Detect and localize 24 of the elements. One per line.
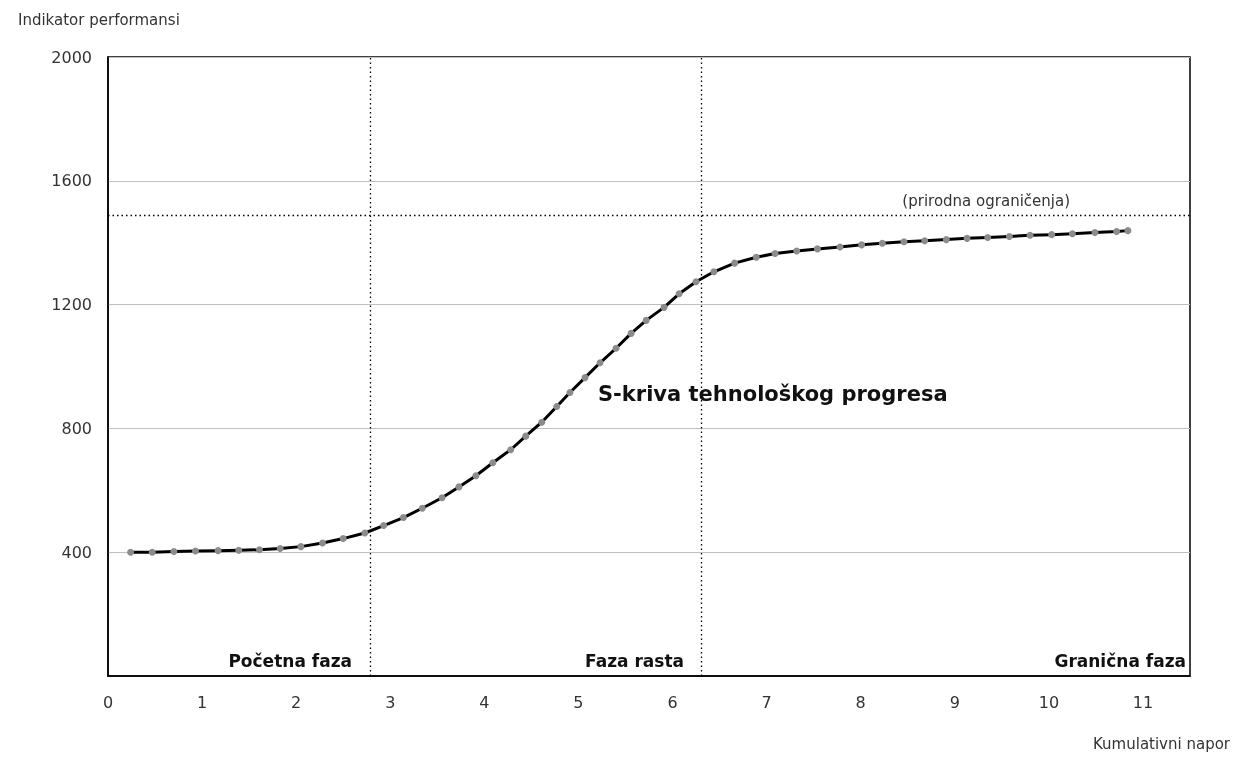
x-tick-label: 3 — [385, 692, 396, 712]
y-tick-label: 2000 — [51, 47, 92, 67]
x-tick-label: 11 — [1132, 692, 1154, 712]
annotation: Granična faza — [1054, 650, 1186, 671]
y-axis-title: Indikator performansi — [18, 10, 180, 29]
annotation: S-kriva tehnološkog progresa — [598, 381, 948, 406]
y-tick-label: 1600 — [51, 171, 92, 191]
x-tick-label: 7 — [761, 692, 772, 712]
x-tick-label: 1 — [196, 692, 208, 712]
x-tick-label: 2 — [291, 692, 302, 712]
x-tick-label: 0 — [102, 692, 114, 712]
annotation: Početna faza — [228, 650, 353, 671]
x-axis-title: Kumulativni napor — [1092, 734, 1231, 753]
annotation: Faza rasta — [585, 650, 685, 671]
x-tick-label: 6 — [667, 692, 678, 712]
x-tick-label: 8 — [855, 692, 866, 712]
ref-line-label: (prirodna ograničenja) — [902, 192, 1070, 211]
y-tick-label: 1200 — [51, 295, 92, 315]
y-tick-label: 800 — [61, 418, 92, 438]
y-tick-label: 400 — [61, 542, 92, 562]
x-tick-label: 9 — [949, 692, 960, 712]
x-tick-label: 10 — [1038, 692, 1060, 712]
x-tick-label: 5 — [573, 692, 584, 712]
x-tick-label: 4 — [479, 692, 490, 712]
